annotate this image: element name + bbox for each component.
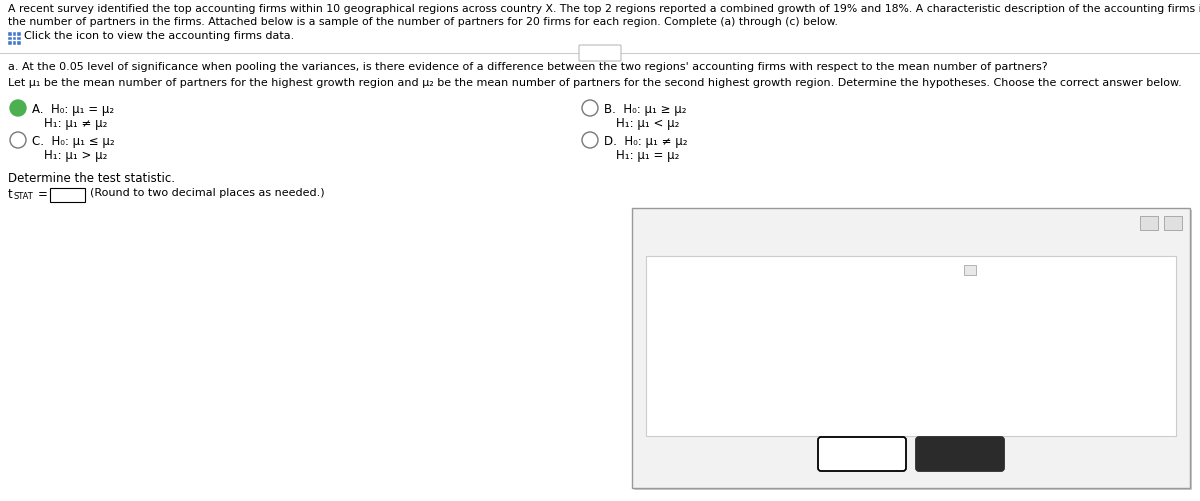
Text: 34: 34 [869, 294, 882, 304]
Text: the number of partners in the firms. Attached below is a sample of the number of: the number of partners in the firms. Att… [8, 17, 838, 27]
Text: Number of partners for 20 firms in the region with the highest: Number of partners for 20 firms in the r… [656, 264, 995, 274]
Bar [8, 41, 12, 45]
Text: 35: 35 [725, 358, 738, 368]
Text: A recent survey identified the top accounting firms within 10 geographical regio: A recent survey identified the top accou… [8, 4, 1200, 14]
Text: 10: 10 [833, 358, 846, 368]
FancyBboxPatch shape [916, 437, 1004, 471]
Text: 17: 17 [797, 308, 810, 318]
Text: 18: 18 [689, 372, 702, 382]
Bar [17, 37, 20, 40]
Text: 29: 29 [725, 294, 738, 304]
Text: · · · · ·: · · · · · [589, 49, 611, 58]
Text: H₁: μ₁ = μ₂: H₁: μ₁ = μ₂ [616, 149, 679, 162]
Text: B.  H₀: μ₁ ≥ μ₂: B. H₀: μ₁ ≥ μ₂ [604, 103, 686, 116]
Text: 27: 27 [905, 372, 918, 382]
FancyBboxPatch shape [632, 208, 1190, 488]
Bar [17, 32, 20, 36]
Text: 32: 32 [941, 358, 954, 368]
FancyBboxPatch shape [580, 45, 622, 61]
Text: a. At the 0.05 level of significance when pooling the variances, is there eviden: a. At the 0.05 level of significance whe… [8, 62, 1048, 72]
Text: 23: 23 [905, 294, 918, 304]
Text: 15: 15 [905, 308, 918, 318]
Text: 31: 31 [653, 372, 666, 382]
Text: Accounting firms data: Accounting firms data [652, 226, 875, 244]
Bar [8, 32, 12, 36]
Text: STAT: STAT [14, 192, 34, 201]
Text: t: t [8, 188, 13, 201]
Text: 27: 27 [941, 372, 954, 382]
Bar [12, 32, 16, 36]
Text: ×: × [1168, 216, 1178, 229]
Text: 35: 35 [761, 372, 774, 382]
Text: (Round to two decimal places as needed.): (Round to two decimal places as needed.) [90, 188, 325, 198]
Bar [17, 41, 20, 45]
Text: 20: 20 [977, 358, 990, 368]
Text: 29: 29 [761, 294, 774, 304]
Text: 101: 101 [683, 294, 702, 304]
Text: 38: 38 [797, 294, 810, 304]
FancyBboxPatch shape [634, 210, 1192, 490]
Text: Print: Print [847, 447, 877, 460]
Text: 25: 25 [833, 308, 846, 318]
Text: combined growth: combined growth [656, 278, 751, 288]
FancyBboxPatch shape [646, 256, 1176, 436]
FancyBboxPatch shape [964, 265, 976, 275]
Text: 35: 35 [869, 358, 882, 368]
Text: A.  H₀: μ₁ = μ₂: A. H₀: μ₁ = μ₂ [32, 103, 114, 116]
Text: 73: 73 [653, 294, 666, 304]
Text: 34: 34 [941, 294, 954, 304]
Text: Determine the test statistic.: Determine the test statistic. [8, 172, 175, 185]
Text: 7: 7 [696, 308, 702, 318]
FancyBboxPatch shape [50, 188, 85, 202]
Text: H₁: μ₁ ≠ μ₂: H₁: μ₁ ≠ μ₂ [44, 117, 107, 130]
Text: highest combined growth: highest combined growth [656, 342, 796, 352]
Text: 47: 47 [689, 358, 702, 368]
Text: 9: 9 [660, 308, 666, 318]
Text: 9: 9 [984, 308, 990, 318]
Text: 9: 9 [732, 308, 738, 318]
Text: –: – [1146, 218, 1152, 228]
Text: H₁: μ₁ < μ₂: H₁: μ₁ < μ₂ [616, 117, 679, 130]
Text: Let μ₁ be the mean number of partners for the highest growth region and μ₂ be th: Let μ₁ be the mean number of partners fo… [8, 78, 1182, 88]
Bar [12, 41, 16, 45]
Circle shape [10, 100, 26, 116]
Text: H₁: μ₁ > μ₂: H₁: μ₁ > μ₂ [44, 149, 107, 162]
Text: 22: 22 [833, 294, 846, 304]
FancyBboxPatch shape [818, 437, 906, 471]
Text: =: = [38, 188, 48, 201]
Text: D.  H₀: μ₁ ≠ μ₂: D. H₀: μ₁ ≠ μ₂ [604, 135, 688, 148]
Text: C.  H₀: μ₁ ≤ μ₂: C. H₀: μ₁ ≤ μ₂ [32, 135, 115, 148]
Text: 35: 35 [797, 372, 810, 382]
Text: 11: 11 [869, 308, 882, 318]
Text: 41: 41 [905, 358, 918, 368]
Text: 36: 36 [869, 372, 882, 382]
Text: Done: Done [941, 447, 979, 460]
Text: 19: 19 [977, 372, 990, 382]
Text: 14: 14 [833, 372, 846, 382]
Text: 53: 53 [761, 358, 774, 368]
Text: 12: 12 [761, 308, 774, 318]
FancyBboxPatch shape [1140, 216, 1158, 230]
Text: ✓: ✓ [14, 104, 22, 113]
Text: 41: 41 [797, 358, 810, 368]
Text: 29: 29 [941, 308, 954, 318]
Text: Click the icon to view the accounting firms data.: Click the icon to view the accounting fi… [24, 31, 294, 41]
Text: Number of partners for 20 firms in the region with the second: Number of partners for 20 firms in the r… [656, 328, 994, 338]
Text: 12: 12 [977, 294, 990, 304]
Text: 171: 171 [647, 358, 666, 368]
Bar [12, 37, 16, 40]
Text: 11: 11 [725, 372, 738, 382]
FancyBboxPatch shape [1164, 216, 1182, 230]
Bar [8, 37, 12, 40]
